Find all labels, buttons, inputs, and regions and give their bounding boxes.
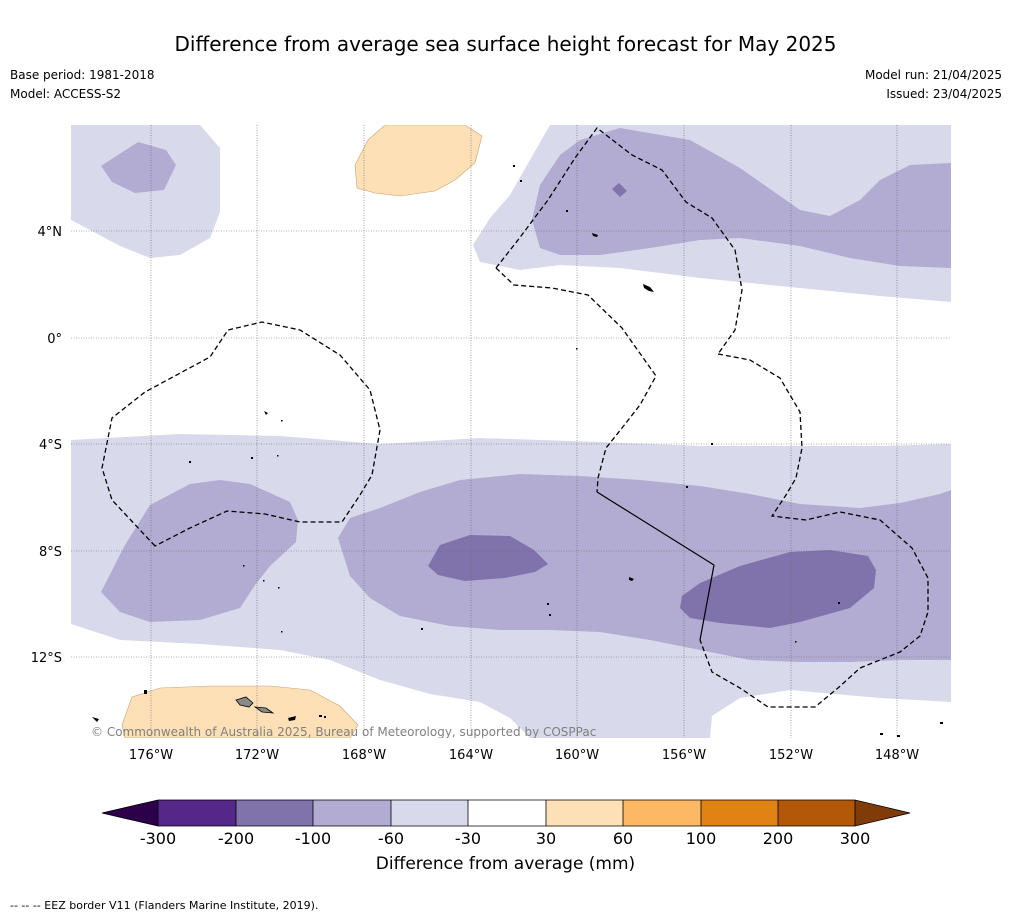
lat-label: 4°S	[39, 438, 62, 453]
eez-borders	[101, 127, 929, 708]
colorbar-over-arrow	[855, 800, 910, 826]
lon-label: 152°W	[769, 748, 813, 763]
colorbar-tick: 60	[613, 829, 633, 848]
islands	[92, 165, 943, 737]
colorbar-bin	[236, 800, 313, 826]
colorbar-bin	[468, 800, 546, 826]
colorbar-bin	[391, 800, 468, 826]
meta-right: Model run: 21/04/2025 Issued: 23/04/2025	[865, 66, 1002, 104]
colorbar-bin	[623, 800, 701, 826]
lon-label: 148°W	[875, 748, 919, 763]
colorbar-tick: -300	[140, 829, 176, 848]
base-period-text: Base period: 1981-2018	[10, 68, 155, 82]
lat-label: 12°S	[31, 651, 62, 666]
lat-label: 0°	[47, 332, 62, 347]
lon-label: 176°W	[129, 748, 173, 763]
colorbar-tick: -200	[218, 829, 254, 848]
samoa-islands	[235, 696, 275, 714]
colorbar-bin	[701, 800, 778, 826]
lon-label: 172°W	[235, 748, 279, 763]
gridlines	[71, 125, 951, 738]
legend-title: Difference from average (mm)	[375, 854, 636, 874]
lon-label: 164°W	[449, 748, 493, 763]
footnote: -- -- -- EEZ border V11 (Flanders Marine…	[10, 899, 319, 912]
lat-label: 4°N	[38, 225, 63, 240]
lon-label: 156°W	[662, 748, 706, 763]
lon-label: 160°W	[555, 748, 599, 763]
colorbar-tick: -30	[455, 829, 481, 848]
colorbar-tick: -60	[378, 829, 404, 848]
colorbar-tick: -100	[295, 829, 331, 848]
colorbar-tick: 30	[536, 829, 556, 848]
colorbar-tick: 200	[763, 829, 794, 848]
colorbar-tick: 100	[686, 829, 717, 848]
colorbar-bin	[313, 800, 391, 826]
lon-label: 168°W	[342, 748, 386, 763]
model-run-text: Model run: 21/04/2025	[864, 68, 1002, 82]
colorbar-bin	[546, 800, 623, 826]
colorbar-bin	[158, 800, 236, 826]
issued-text: Issued: 23/04/2025	[886, 87, 1002, 101]
colorbar-ticks: -300 -200 -100 -60 -30 30 60 100 200 300	[140, 829, 870, 848]
lat-label: 8°S	[39, 545, 62, 560]
contour-dark-band	[428, 183, 876, 628]
model-text: Model: ACCESS-S2	[10, 87, 122, 101]
map-title: Difference from average sea surface heig…	[174, 32, 837, 56]
boundary-line	[596, 491, 715, 641]
colorbar-under-arrow	[102, 800, 158, 826]
colorbar-bin	[778, 800, 855, 826]
latitude-labels: 4°N 0° 4°S 8°S 12°S	[31, 225, 62, 666]
map-area: © Commonwealth of Australia 2025, Bureau…	[71, 125, 951, 739]
meta-left: Base period: 1981-2018 Model: ACCESS-S2	[10, 66, 155, 104]
longitude-labels: 176°W 172°W 168°W 164°W 160°W 156°W 152°…	[129, 748, 919, 763]
copyright-text: © Commonwealth of Australia 2025, Bureau…	[91, 725, 596, 739]
colorbar: -300 -200 -100 -60 -30 30 60 100 200 300	[101, 799, 911, 848]
colorbar-tick: 300	[840, 829, 871, 848]
contour-positive-band	[121, 125, 483, 738]
